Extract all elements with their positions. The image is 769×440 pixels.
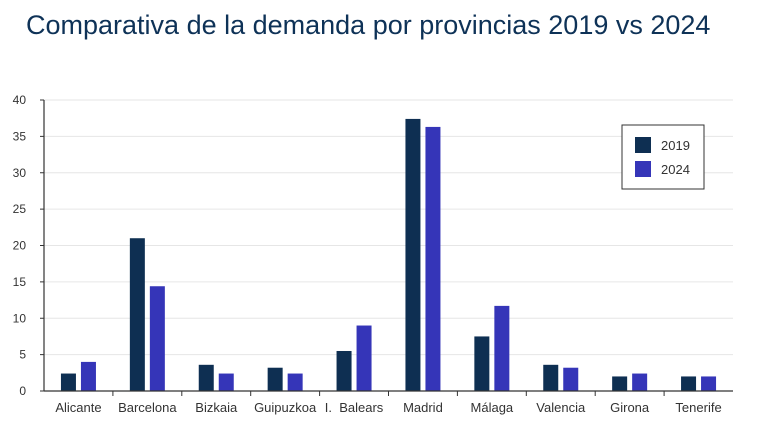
bar-2019-tenerife <box>681 376 697 391</box>
bar-2024-tenerife <box>701 376 717 391</box>
y-tick-label: 25 <box>13 202 27 216</box>
y-tick-label: 35 <box>13 129 27 143</box>
chart-title: Comparativa de la demanda por provincias… <box>26 10 711 40</box>
bar-2024-bizkaia <box>218 373 234 391</box>
bar-2019-bizkaia <box>198 364 214 391</box>
bar-2019-i-balears <box>336 350 352 391</box>
bar-2019-madrid <box>405 118 421 391</box>
bar-2024-alicante <box>80 361 96 391</box>
bar-2024-girona <box>632 373 648 391</box>
legend-label: 2019 <box>661 138 690 153</box>
y-tick-label: 5 <box>19 348 26 362</box>
bar-2019-girona <box>612 376 628 391</box>
bar-2019-barcelona <box>129 238 145 391</box>
x-tick-label: Girona <box>610 400 650 415</box>
x-tick-label: Tenerife <box>675 400 721 415</box>
x-tick-label: Guipuzkoa <box>254 400 317 415</box>
y-tick-label: 0 <box>19 384 26 398</box>
y-axis: 0 5 10 15 20 25 30 35 40 <box>13 93 45 398</box>
x-axis: Alicante Barcelona Bizkaia Guipuzkoa I. Bale… <box>44 390 733 415</box>
bar-2024-valencia <box>563 367 579 391</box>
legend-box <box>621 124 705 190</box>
bar-2024-madrid <box>425 126 441 391</box>
legend-swatch <box>635 161 651 177</box>
bar-2024-guipuzkoa <box>287 373 303 391</box>
x-tick-label: Madrid <box>403 400 443 415</box>
y-tick-label: 15 <box>13 275 27 289</box>
y-tick-label: 20 <box>13 239 27 253</box>
x-tick-label: I. Balears <box>325 400 384 415</box>
bar-2024-m-laga <box>494 305 510 391</box>
bar-2024-barcelona <box>149 286 165 391</box>
x-tick-label: Barcelona <box>118 400 177 415</box>
bar-2019-m-laga <box>474 336 490 391</box>
bars <box>60 118 717 391</box>
y-tick-label: 30 <box>13 166 27 180</box>
bar-2019-guipuzkoa <box>267 367 283 391</box>
x-tick-label: Alicante <box>55 400 101 415</box>
x-tick-label: Málaga <box>471 400 514 415</box>
x-tick-label: Valencia <box>536 400 586 415</box>
legend-swatch <box>635 137 651 153</box>
y-tick-label: 40 <box>13 93 27 107</box>
bar-2019-valencia <box>543 364 559 391</box>
bar-2024-i-balears <box>356 325 372 391</box>
x-tick-label: Bizkaia <box>195 400 238 415</box>
legend-label: 2024 <box>661 162 690 177</box>
bar-2019-alicante <box>60 373 76 391</box>
legend: 2019 2024 <box>621 124 705 190</box>
y-tick-label: 10 <box>13 311 27 325</box>
